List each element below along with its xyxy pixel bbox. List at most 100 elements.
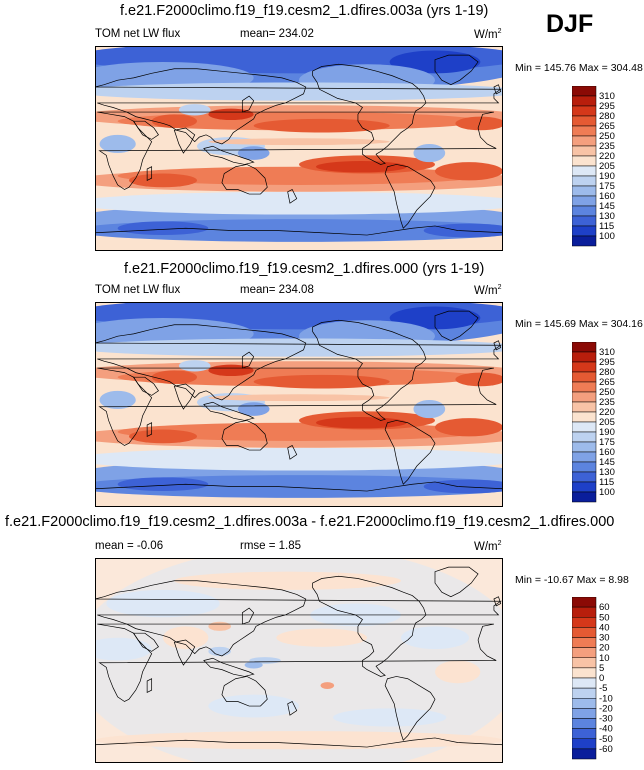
coastline-12: [494, 597, 501, 606]
colorbar-tick-label: 265: [599, 121, 615, 132]
field-contour-28: [178, 104, 211, 116]
colorbar-swatch-15: [571, 748, 597, 760]
coastline-3: [95, 581, 501, 656]
coastline-0: [313, 576, 426, 676]
coastline-5: [134, 121, 159, 139]
coastline-11: [288, 702, 297, 716]
field-contour-14: [174, 571, 401, 590]
colorbar-tick-label: 250: [599, 131, 615, 142]
field-contour-10: [72, 191, 526, 215]
colorbar-swatch-7: [571, 411, 597, 423]
colorbar-tick-label: -30: [599, 714, 613, 725]
coastline-10: [242, 96, 253, 112]
coastlines: [95, 55, 503, 235]
colorbar-tick-label: 190: [599, 171, 615, 182]
coastline-3: [95, 325, 501, 400]
panel-title: f.e21.F2000climo.f19_f19.cesm2_1.dfires.…: [120, 3, 489, 19]
colorbar-tick-label: 235: [599, 141, 615, 152]
colorbar-tick-label: 145: [599, 201, 615, 212]
colorbar-swatch-1: [571, 95, 597, 107]
coastline-7: [204, 146, 254, 164]
colorbar-swatch-6: [571, 657, 597, 669]
field-contour-22: [316, 417, 407, 429]
field-contour-10: [72, 447, 526, 471]
colorbar-swatch-12: [571, 205, 597, 217]
colorbar-swatch-3: [571, 627, 597, 638]
colorbar-swatch-1: [571, 351, 597, 363]
colorbar-swatch-0: [571, 596, 597, 608]
field-contour-8: [423, 479, 515, 494]
colorbar-swatch-7: [571, 667, 597, 679]
colorbar-svg: 3102952802652502352202051901751601451301…: [571, 85, 615, 247]
coastline-4: [97, 624, 496, 701]
coastline-12: [494, 85, 501, 94]
colorbar-swatch-3: [571, 371, 597, 383]
field-contour-17: [455, 116, 506, 131]
coastline-10: [242, 608, 253, 624]
coastline-6: [174, 128, 194, 153]
colorbar-swatch-10: [571, 441, 597, 453]
coastline-13: [95, 226, 503, 235]
field-contour-27: [208, 394, 390, 402]
colorbar-tick-label: 50: [599, 612, 610, 623]
units-text: W/m: [474, 540, 498, 553]
colorbar-swatch-15: [571, 491, 597, 503]
colorbar-tick-label: 5: [599, 663, 604, 674]
panel-stat-label: rmse = 1.85: [240, 540, 302, 552]
map-svg: [72, 546, 526, 770]
field-contour-7: [117, 477, 209, 492]
colorbar-tick-label: 280: [599, 111, 615, 122]
panel-units-label: W/m2: [474, 540, 502, 553]
coastline-2: [385, 676, 435, 740]
coastline-11: [288, 446, 297, 460]
field-contour-13: [95, 731, 503, 750]
colorbar-swatch-9: [571, 175, 597, 187]
coastline-10: [242, 352, 253, 368]
field-contour-10: [163, 626, 209, 650]
colorbar-swatch-11: [571, 451, 597, 463]
colorbar-tick-label: 205: [599, 417, 615, 428]
colorbar-tick-label: 295: [599, 101, 615, 112]
colorbar-swatch-13: [571, 728, 597, 739]
coastline-4: [97, 112, 496, 189]
colorbar-tick-label: 295: [599, 357, 615, 368]
coastline-12: [494, 341, 501, 350]
panel-stat-label: mean= 234.02: [240, 28, 314, 40]
panel-title: f.e21.F2000climo.f19_f19.cesm2_1.dfires.…: [5, 514, 615, 530]
season-label: DJF: [546, 10, 594, 38]
map-svg: [72, 297, 526, 507]
panel-units-label: W/m2: [474, 28, 502, 41]
colorbar-swatch-1: [571, 606, 597, 618]
coastline-9: [222, 164, 267, 194]
colorbar-tick-label: 160: [599, 191, 615, 202]
coastline-1: [435, 55, 478, 85]
colorbar-3: 60 50 40 30 20 10 5 0 -5 -10 -20 -30 -40 -50 -60: [571, 596, 626, 765]
coastline-6: [174, 640, 194, 665]
field-contour-20: [129, 429, 197, 444]
field-contour-28: [178, 360, 211, 372]
units-text: W/m: [474, 284, 498, 297]
field-contour-15: [253, 374, 390, 389]
colorbar-tick-label: 190: [599, 427, 615, 438]
field-contour-15: [320, 682, 335, 689]
colorbar-tick-label: 280: [599, 367, 615, 378]
field-contour-25: [413, 143, 446, 163]
colorbar-swatch-8: [571, 677, 597, 689]
coastline-0: [313, 320, 426, 420]
colorbar-1: 310 295 280 265 250 235 220 205 190 175 160 145 130 1…: [571, 85, 626, 252]
units-exponent: 2: [497, 284, 502, 291]
colorbar-tick-label: -5: [599, 683, 607, 694]
field-contour-20: [129, 173, 197, 188]
panel-minmax-label: Min = 145.69 Max = 304.16: [515, 318, 643, 330]
map-panel-2: [72, 297, 526, 507]
coastline-5: [134, 633, 159, 651]
field-contour-16: [151, 114, 197, 128]
field-contour-8: [244, 661, 263, 669]
colorbar-swatch-5: [571, 135, 597, 147]
coastlines: [95, 311, 503, 491]
coastline-7: [204, 402, 254, 420]
colorbar-swatch-5: [571, 647, 597, 658]
colorbar-tick-label: -20: [599, 703, 613, 714]
field-contour-3: [83, 637, 152, 661]
